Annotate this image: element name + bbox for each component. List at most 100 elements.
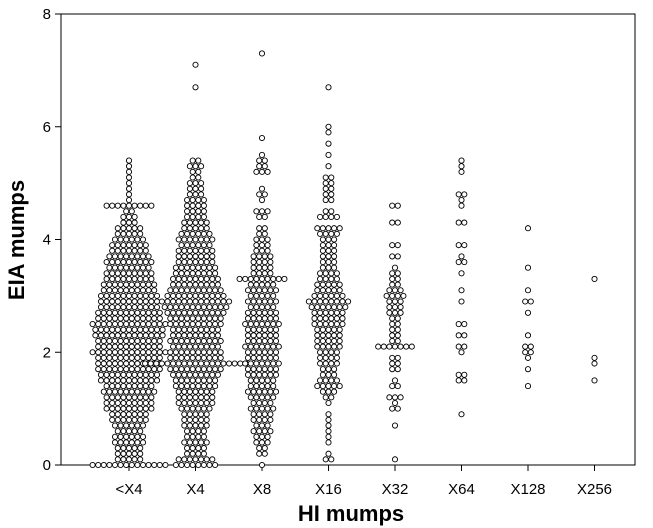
data-point [386,287,393,294]
data-point [100,354,107,361]
data-point [181,343,188,350]
data-point [258,292,266,299]
data-point [314,343,321,350]
data-point [172,315,179,322]
data-point [103,405,110,412]
data-point [591,377,598,384]
data-point [137,371,144,378]
data-point [217,287,224,294]
data-point [192,298,199,305]
data-point [172,304,179,311]
data-point [175,371,182,378]
data-point [458,163,465,170]
data-point [195,383,202,390]
data-point [145,388,152,395]
data-point [192,292,199,299]
data-point [397,343,404,350]
data-point [164,360,171,367]
data-point [256,253,263,260]
data-point [209,281,216,288]
data-point [200,433,207,440]
data-point [123,315,130,322]
data-point [114,450,121,457]
data-point [97,371,105,378]
data-point [267,326,274,333]
data-point [125,428,133,435]
data-point [317,354,324,361]
data-point [258,275,266,283]
data-point [261,225,268,232]
data-point [125,230,133,237]
data-point [111,315,119,322]
data-point [198,326,205,333]
data-point [120,428,127,435]
data-point [461,343,468,350]
data-point [100,287,107,294]
data-point [192,326,199,333]
data-point [328,230,335,237]
data-point [125,157,133,164]
data-point [114,445,121,452]
data-point [125,270,133,277]
data-point [319,388,326,395]
data-point [131,298,138,305]
data-point [186,343,193,350]
data-point [261,270,268,277]
data-point [386,394,393,401]
data-point [181,411,188,418]
data-point [184,366,191,373]
data-point [114,275,121,283]
data-point [394,332,401,339]
data-point [114,202,121,209]
data-point [109,242,116,249]
data-point [256,191,263,198]
data-point [170,298,177,305]
data-point [109,247,116,254]
data-point [131,230,138,237]
data-point [206,354,213,361]
data-point [226,298,233,305]
data-point [195,270,202,277]
data-point [200,196,207,204]
data-point [181,456,188,463]
data-point [198,180,205,187]
data-point [156,366,163,373]
data-point [258,360,266,367]
data-point [139,315,147,322]
data-point [397,298,404,305]
data-point [120,242,127,249]
data-point [311,309,318,316]
data-point [212,349,219,356]
data-point [339,292,346,299]
data-point [111,461,119,469]
data-point [131,399,138,407]
data-point [336,337,343,345]
data-point [394,326,401,333]
data-point [178,270,185,277]
data-point [461,191,468,198]
data-point [214,332,221,339]
data-point [142,270,149,277]
data-point [151,315,158,322]
data-point [267,270,274,277]
data-point [117,461,124,469]
data-point [109,304,116,311]
data-point [386,309,393,316]
data-point [524,383,532,390]
data-point [200,264,207,271]
data-point [200,349,207,356]
data-point [162,321,169,328]
y-tick-label: 8 [43,6,51,23]
data-point [145,264,152,271]
y-tick-label: 0 [43,457,51,474]
data-point [256,315,263,322]
data-point [212,287,219,294]
data-point [139,422,147,429]
data-point [181,371,188,378]
data-point [206,377,213,384]
data-point [189,377,196,384]
data-point [109,399,116,407]
data-point [97,377,105,384]
data-point [186,298,193,305]
data-point [264,275,271,283]
